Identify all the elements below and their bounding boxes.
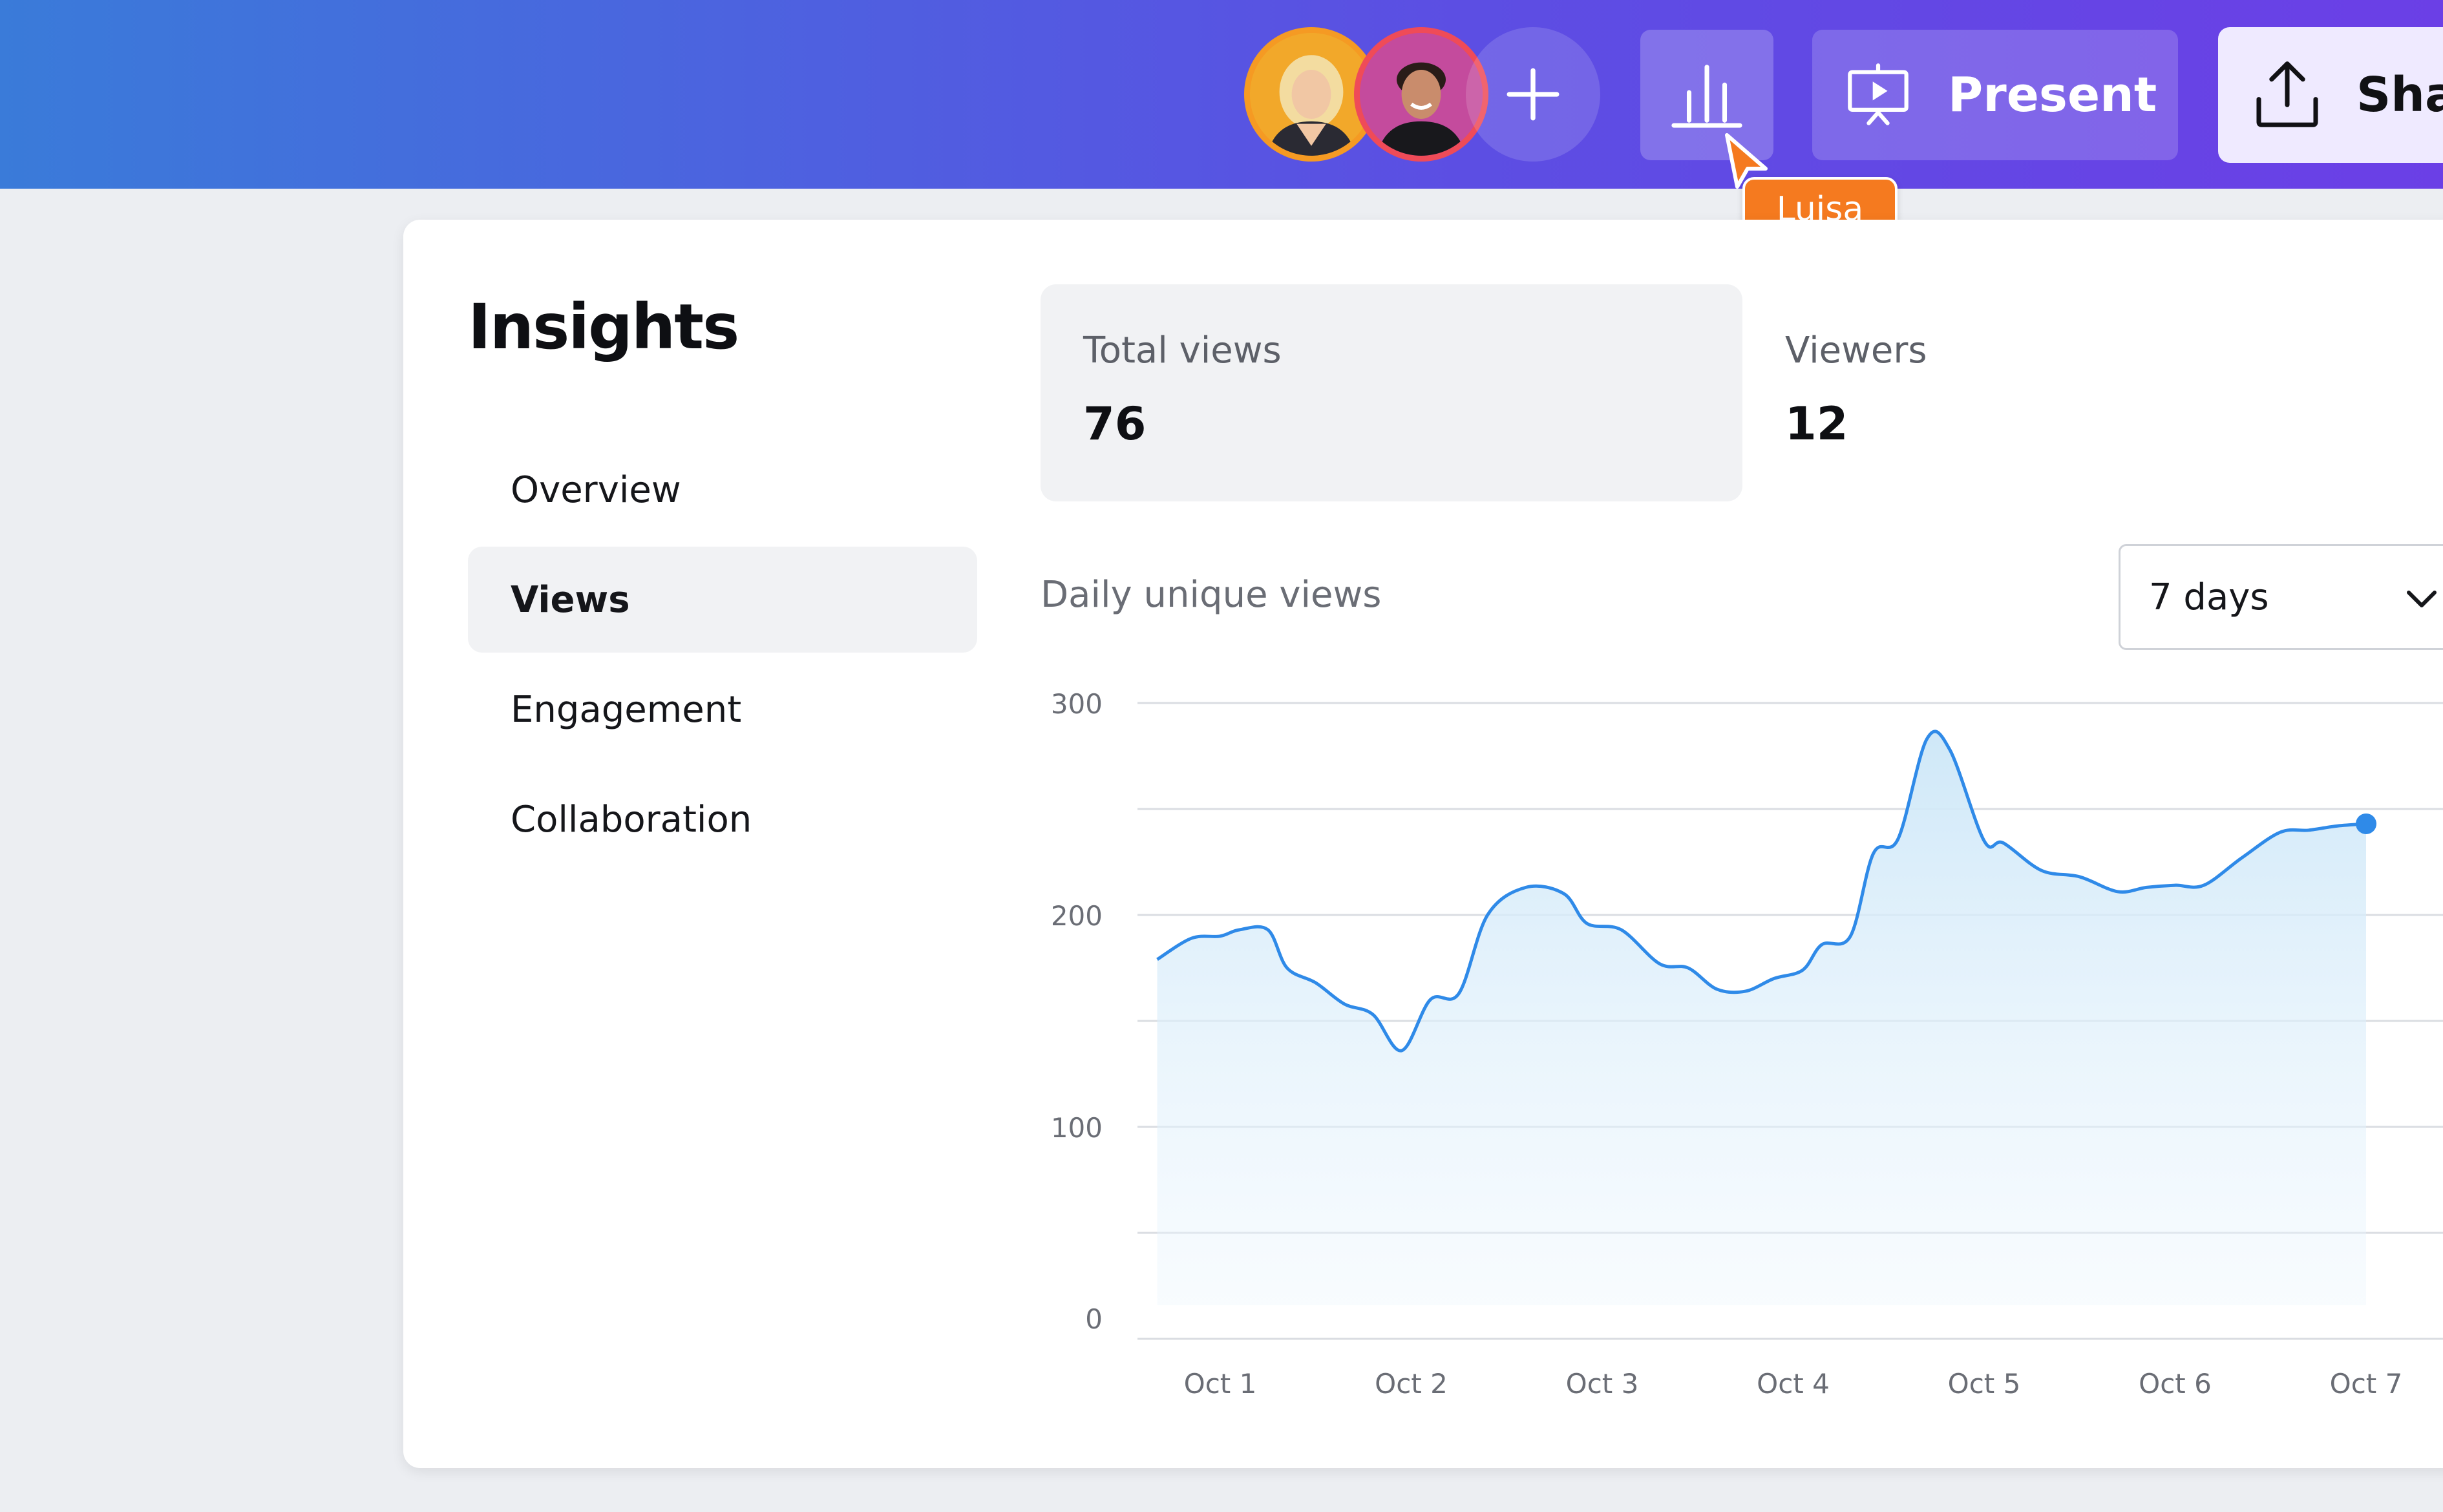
insights-panel: Insights Overview Views Engagement Colla… bbox=[403, 220, 2443, 1468]
present-button[interactable]: Present bbox=[1812, 30, 2178, 160]
chart-title: Daily unique views bbox=[1041, 574, 1382, 616]
panel-title: Insights bbox=[468, 291, 739, 363]
person-avatar-icon bbox=[1250, 33, 1373, 156]
share-button[interactable]: Sha bbox=[2218, 27, 2443, 163]
add-collaborator-button[interactable] bbox=[1466, 27, 1600, 162]
total-views-label: Total views bbox=[1083, 330, 1282, 372]
collaborator-avatar-2[interactable] bbox=[1354, 27, 1488, 162]
collaborator-cursor-icon bbox=[1725, 133, 1768, 189]
date-range-dropdown[interactable]: 7 days bbox=[2119, 544, 2443, 650]
viewers-card[interactable]: Viewers 12 bbox=[1742, 284, 2324, 501]
bar-chart-icon bbox=[1671, 65, 1742, 128]
date-range-value: 7 days bbox=[2149, 576, 2269, 618]
insights-button[interactable] bbox=[1640, 30, 1773, 160]
nav-item-engagement[interactable]: Engagement bbox=[511, 688, 742, 731]
collaborator-avatar-1[interactable] bbox=[1244, 27, 1379, 162]
viewers-value: 12 bbox=[1785, 397, 1848, 450]
nav-item-overview[interactable]: Overview bbox=[511, 468, 681, 511]
nav-item-views[interactable]: Views bbox=[468, 547, 977, 653]
upload-icon bbox=[2256, 61, 2318, 127]
total-views-value: 76 bbox=[1083, 397, 1147, 450]
share-label: Sha bbox=[2356, 67, 2443, 123]
top-toolbar: Present Sha bbox=[0, 0, 2443, 189]
person-avatar-icon bbox=[1360, 33, 1483, 156]
plus-icon bbox=[1507, 68, 1560, 121]
present-label: Present bbox=[1948, 67, 2157, 123]
nav-item-collaboration[interactable]: Collaboration bbox=[511, 798, 752, 841]
presentation-screen-icon bbox=[1848, 63, 1909, 125]
total-views-card[interactable]: Total views 76 bbox=[1041, 284, 1742, 501]
viewers-label: Viewers bbox=[1785, 330, 1927, 372]
chevron-down-icon bbox=[2407, 591, 2437, 607]
